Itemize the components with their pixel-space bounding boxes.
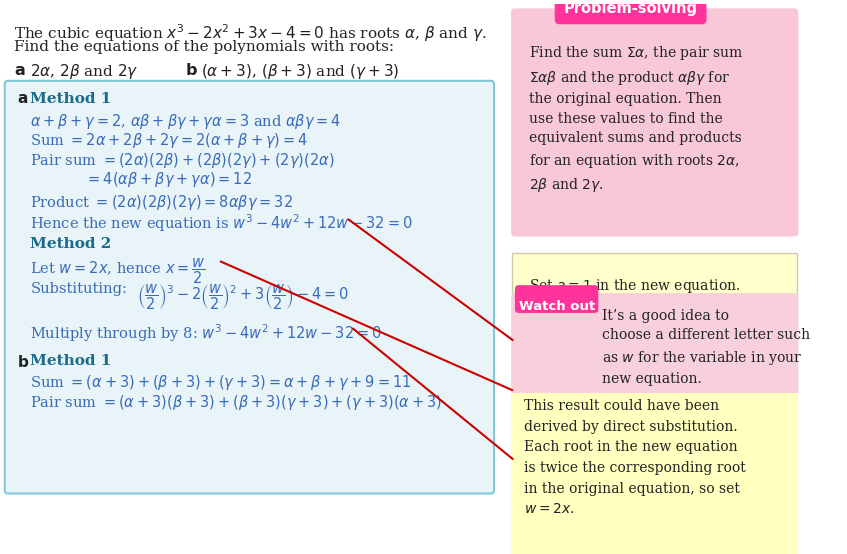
Text: Pair sum $= (2\alpha)(2\beta) + (2\beta)(2\gamma) + (2\gamma)(2\alpha)$: Pair sum $= (2\alpha)(2\beta) + (2\beta)…: [30, 151, 335, 170]
Text: Hence the new equation is $w^3 - 4w^2 + 12w - 32 = 0$: Hence the new equation is $w^3 - 4w^2 + …: [30, 213, 413, 234]
Text: Method 1: Method 1: [30, 92, 112, 106]
Text: Method 2: Method 2: [30, 237, 112, 250]
Text: $\mathbf{b}$: $\mathbf{b}$: [185, 62, 197, 79]
Text: Product $= (2\alpha)(2\beta)(2\gamma) = 8\alpha\beta\gamma = 32$: Product $= (2\alpha)(2\beta)(2\gamma) = …: [30, 193, 293, 212]
FancyBboxPatch shape: [511, 393, 799, 554]
Text: $2\alpha$, $2\beta$ and $2\gamma$: $2\alpha$, $2\beta$ and $2\gamma$: [30, 62, 139, 81]
Text: Sum $= 2\alpha + 2\beta + 2\gamma = 2(\alpha + \beta + \gamma) = 4$: Sum $= 2\alpha + 2\beta + 2\gamma = 2(\a…: [30, 131, 308, 150]
Text: Find the equations of the polynomials with roots:: Find the equations of the polynomials wi…: [14, 40, 395, 54]
Text: Substituting:: Substituting:: [30, 282, 127, 296]
Text: Sum $= (\alpha + 3) + (\beta + 3) + (\gamma + 3) = \alpha + \beta + \gamma + 9 =: Sum $= (\alpha + 3) + (\beta + 3) + (\ga…: [30, 373, 412, 392]
Text: $\mathbf{a}$: $\mathbf{a}$: [14, 62, 25, 79]
FancyBboxPatch shape: [512, 253, 798, 295]
Text: Method 1: Method 1: [30, 353, 112, 368]
FancyBboxPatch shape: [515, 285, 598, 313]
Text: $\left(\dfrac{w}{2}\right)^3 - 2\left(\dfrac{w}{2}\right)^2 + 3\left(\dfrac{w}{2: $\left(\dfrac{w}{2}\right)^3 - 2\left(\d…: [137, 282, 350, 312]
Text: Problem-solving: Problem-solving: [563, 1, 698, 16]
Text: $= 4(\alpha\beta + \beta\gamma + \gamma\alpha) = 12$: $= 4(\alpha\beta + \beta\gamma + \gamma\…: [86, 170, 252, 189]
FancyBboxPatch shape: [511, 8, 799, 237]
Text: Let $w = 2x$, hence $x = \dfrac{w}{2}$: Let $w = 2x$, hence $x = \dfrac{w}{2}$: [30, 257, 206, 286]
FancyBboxPatch shape: [5, 81, 494, 494]
Text: Find the sum $\Sigma\alpha$, the pair sum
$\Sigma\alpha\beta$ and the product $\: Find the sum $\Sigma\alpha$, the pair su…: [529, 44, 744, 194]
FancyBboxPatch shape: [511, 293, 799, 395]
Text: $\mathbf{a}$: $\mathbf{a}$: [17, 92, 28, 106]
Text: Multiply through by 8: $w^3 - 4w^2 + 12w - 32 = 0$: Multiply through by 8: $w^3 - 4w^2 + 12w…: [30, 322, 382, 343]
Text: Set $a = 1$ in the new equation.: Set $a = 1$ in the new equation.: [529, 277, 740, 295]
Text: Watch out: Watch out: [518, 300, 595, 313]
Text: Pair sum $= (\alpha + 3)(\beta + 3) + (\beta + 3)(\gamma + 3) + (\gamma + 3)(\al: Pair sum $= (\alpha + 3)(\beta + 3) + (\…: [30, 393, 442, 412]
Text: It’s a good idea to
choose a different letter such
as $w$ for the variable in yo: It’s a good idea to choose a different l…: [602, 309, 811, 387]
Text: This result could have been
derived by direct substitution.
Each root in the new: This result could have been derived by d…: [524, 399, 746, 516]
Text: $\mathbf{b}$: $\mathbf{b}$: [17, 353, 30, 370]
FancyBboxPatch shape: [555, 0, 706, 24]
Text: $\alpha + \beta + \gamma = 2$, $\alpha\beta + \beta\gamma + \gamma\alpha = 3$ an: $\alpha + \beta + \gamma = 2$, $\alpha\b…: [30, 111, 341, 131]
Text: The cubic equation $x^3 - 2x^2 + 3x - 4 = 0$ has roots $\alpha$, $\beta$ and $\g: The cubic equation $x^3 - 2x^2 + 3x - 4 …: [14, 22, 487, 44]
Text: $(\alpha + 3)$, $(\beta + 3)$ and $(\gamma + 3)$: $(\alpha + 3)$, $(\beta + 3)$ and $(\gam…: [201, 62, 400, 81]
